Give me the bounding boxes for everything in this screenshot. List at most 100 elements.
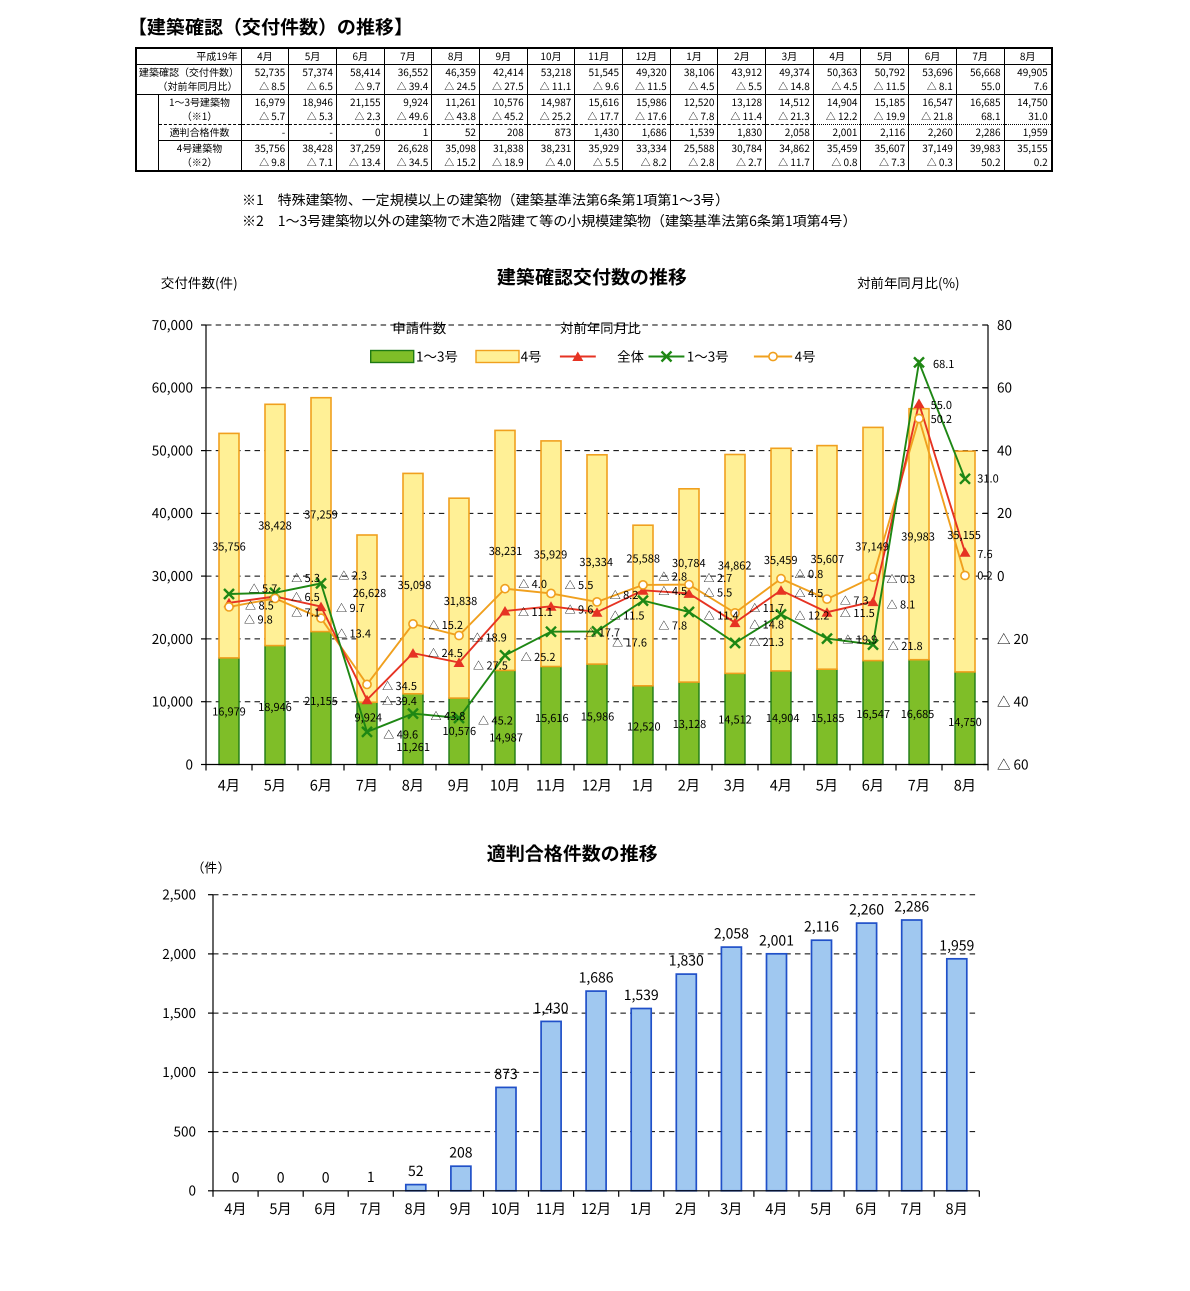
svg-text:△ 21.8: △ 21.8 [888, 638, 923, 654]
svg-text:11,261: 11,261 [396, 739, 430, 755]
svg-text:31.0: 31.0 [977, 470, 998, 486]
svg-text:△ 6.5: △ 6.5 [291, 589, 320, 605]
svg-text:△ 11.5: △ 11.5 [610, 608, 645, 624]
svg-text:1～3号: 1～3号 [687, 345, 729, 365]
svg-text:7月: 7月 [900, 1198, 923, 1219]
svg-text:交付件数(件): 交付件数(件) [161, 272, 238, 292]
svg-text:△ 21.3: △ 21.3 [749, 634, 784, 650]
svg-text:適判合格件数の推移: 適判合格件数の推移 [487, 839, 659, 866]
svg-text:△ 17.7: △ 17.7 [585, 625, 620, 641]
svg-text:△ 4.5: △ 4.5 [795, 585, 824, 601]
svg-text:1,686: 1,686 [579, 968, 614, 988]
svg-text:7月: 7月 [356, 775, 379, 796]
svg-text:34,862: 34,862 [718, 557, 752, 573]
svg-text:△ 0.8: △ 0.8 [795, 566, 824, 582]
svg-text:△ 17.6: △ 17.6 [612, 634, 647, 650]
svg-text:30,000: 30,000 [152, 565, 193, 585]
svg-text:△ 19.9: △ 19.9 [842, 632, 877, 648]
svg-text:6月: 6月 [310, 775, 333, 796]
svg-text:30,784: 30,784 [672, 555, 706, 571]
svg-text:55.0: 55.0 [931, 397, 952, 413]
svg-text:37,149: 37,149 [855, 538, 889, 554]
svg-text:0: 0 [186, 753, 194, 773]
svg-text:12月: 12月 [581, 1198, 612, 1219]
svg-text:△ 5.5: △ 5.5 [704, 584, 733, 600]
svg-text:16,547: 16,547 [856, 706, 890, 722]
svg-text:8月: 8月 [954, 775, 977, 796]
svg-text:0: 0 [277, 1167, 285, 1187]
svg-text:6月: 6月 [862, 775, 885, 796]
svg-text:△ 0.3: △ 0.3 [887, 571, 916, 587]
svg-text:20: 20 [997, 502, 1012, 522]
svg-text:△ 8.5: △ 8.5 [245, 598, 274, 614]
svg-text:△ 2.8: △ 2.8 [658, 569, 687, 585]
svg-text:80: 80 [997, 314, 1012, 334]
svg-text:4月: 4月 [770, 775, 793, 796]
svg-text:0: 0 [232, 1167, 240, 1187]
svg-text:16,979: 16,979 [212, 704, 246, 720]
svg-text:33,334: 33,334 [579, 554, 613, 570]
svg-text:7月: 7月 [360, 1198, 383, 1219]
svg-text:△ 34.5: △ 34.5 [382, 678, 417, 694]
svg-text:対前年同月比(%): 対前年同月比(%) [857, 272, 960, 292]
svg-text:5月: 5月 [816, 775, 839, 796]
svg-text:1,959: 1,959 [939, 935, 974, 955]
svg-text:2,260: 2,260 [849, 900, 884, 920]
svg-text:10月: 10月 [490, 775, 521, 796]
svg-text:60: 60 [997, 377, 1012, 397]
svg-text:建築確認交付数の推移: 建築確認交付数の推移 [497, 263, 688, 290]
svg-text:11月: 11月 [536, 1198, 567, 1219]
svg-text:40: 40 [997, 439, 1012, 459]
svg-text:△ 8.2: △ 8.2 [610, 587, 639, 603]
svg-text:△ 45.2: △ 45.2 [478, 712, 513, 728]
svg-text:50.2: 50.2 [931, 411, 952, 427]
svg-text:5月: 5月 [810, 1198, 833, 1219]
svg-text:50,000: 50,000 [152, 439, 193, 459]
svg-text:11月: 11月 [536, 775, 567, 796]
svg-text:14,512: 14,512 [718, 711, 752, 727]
svg-text:35,459: 35,459 [764, 552, 798, 568]
svg-text:△ 5.5: △ 5.5 [565, 577, 594, 593]
svg-text:△ 60: △ 60 [997, 753, 1029, 773]
svg-text:△ 11.7: △ 11.7 [749, 600, 784, 616]
svg-text:14,904: 14,904 [766, 710, 800, 726]
svg-text:68.1: 68.1 [933, 356, 954, 372]
svg-text:2,116: 2,116 [804, 917, 839, 937]
svg-text:12,520: 12,520 [627, 718, 661, 734]
svg-text:25,588: 25,588 [626, 550, 660, 566]
svg-text:35,756: 35,756 [212, 539, 246, 555]
svg-text:4号: 4号 [795, 345, 816, 365]
svg-text:18,946: 18,946 [258, 699, 292, 715]
svg-text:△ 2.3: △ 2.3 [338, 568, 367, 584]
svg-text:38,428: 38,428 [258, 518, 292, 534]
svg-text:△ 9.7: △ 9.7 [336, 600, 365, 616]
svg-text:1: 1 [367, 1167, 375, 1187]
svg-text:1,539: 1,539 [624, 985, 659, 1005]
svg-text:△ 24.5: △ 24.5 [428, 645, 463, 661]
svg-text:3月: 3月 [720, 1198, 743, 1219]
svg-text:2,058: 2,058 [714, 924, 749, 944]
svg-text:△ 13.4: △ 13.4 [336, 625, 371, 641]
svg-text:△ 40: △ 40 [997, 691, 1029, 711]
svg-text:7月: 7月 [908, 775, 931, 796]
svg-text:△ 15.2: △ 15.2 [428, 617, 463, 633]
svg-text:1～3号: 1～3号 [416, 345, 458, 365]
svg-text:26,628: 26,628 [353, 585, 387, 601]
svg-text:△ 11.1: △ 11.1 [518, 604, 553, 620]
svg-text:1,000: 1,000 [162, 1061, 196, 1081]
svg-text:14,750: 14,750 [948, 714, 982, 730]
svg-text:△ 12.2: △ 12.2 [795, 608, 830, 624]
svg-text:9,924: 9,924 [355, 709, 382, 725]
svg-text:△ 5.7: △ 5.7 [249, 580, 278, 596]
svg-text:△ 11.5: △ 11.5 [840, 605, 875, 621]
svg-text:△ 2.7: △ 2.7 [704, 570, 733, 586]
svg-text:10,000: 10,000 [152, 691, 193, 711]
svg-text:9月: 9月 [448, 775, 471, 796]
svg-text:208: 208 [449, 1143, 473, 1163]
svg-text:2,000: 2,000 [162, 943, 196, 963]
svg-text:37,259: 37,259 [304, 506, 338, 522]
svg-text:38,231: 38,231 [489, 543, 523, 559]
svg-text:△ 27.5: △ 27.5 [473, 658, 508, 674]
svg-text:2月: 2月 [678, 775, 701, 796]
svg-text:8月: 8月 [946, 1198, 969, 1219]
